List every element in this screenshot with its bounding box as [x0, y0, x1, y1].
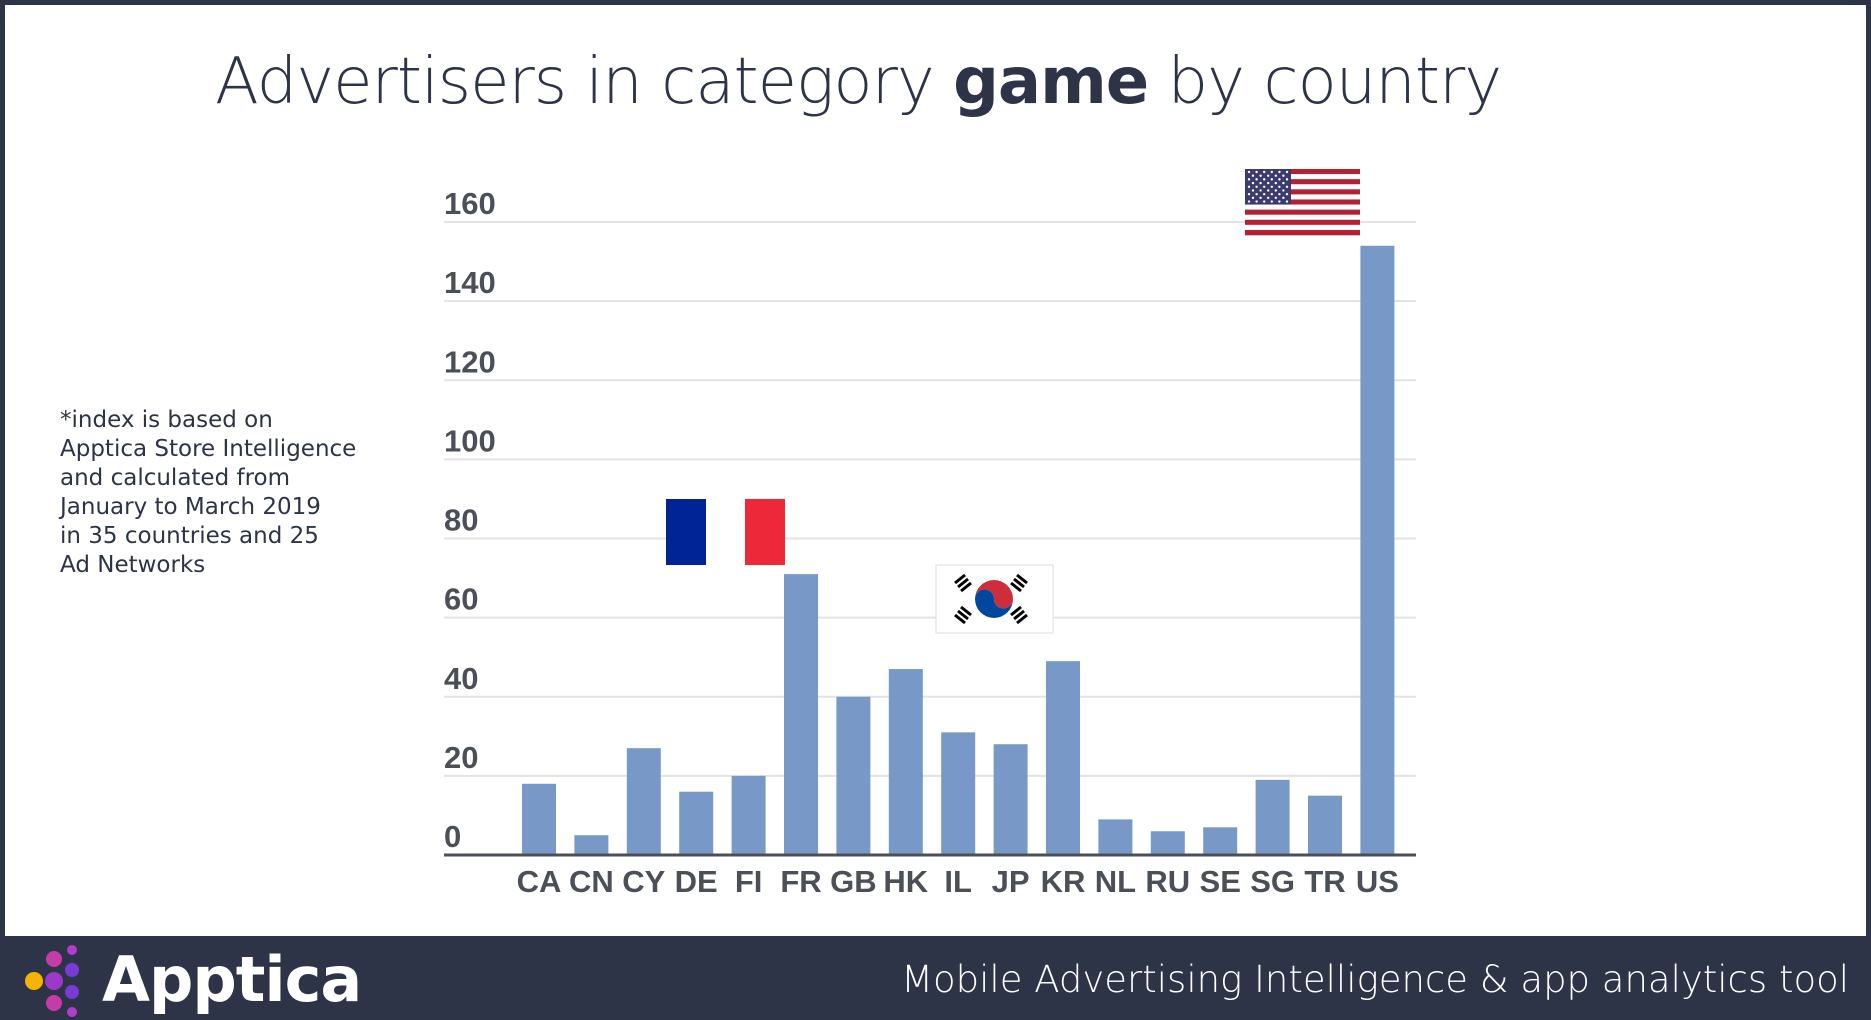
x-tick-label: NL	[1095, 864, 1136, 899]
x-tick-label: KR	[1041, 864, 1086, 899]
y-tick-label: 0	[444, 819, 461, 854]
bar-nl	[1098, 819, 1133, 855]
x-tick-label: IL	[944, 864, 972, 899]
bar-tr	[1308, 795, 1342, 855]
bar-gb	[836, 696, 871, 855]
apptica-logo: Apptica	[20, 938, 380, 1020]
usa-flag-icon	[1245, 169, 1360, 236]
y-tick-label: 100	[444, 423, 496, 458]
chart-panel: Advertisers in category game by country …	[5, 5, 1866, 936]
y-tick-label: 60	[444, 582, 478, 617]
south-korea-flag-icon	[935, 564, 1054, 634]
y-tick-label: 120	[444, 344, 496, 379]
y-tick-label: 40	[444, 661, 478, 696]
bar-kr	[1046, 661, 1080, 855]
x-tick-label: SG	[1250, 864, 1295, 899]
apptica-logo-icon	[25, 945, 79, 1017]
bar-us	[1360, 245, 1395, 856]
bar-il	[941, 732, 976, 855]
x-tick-label: FR	[780, 864, 821, 899]
y-tick-label: 160	[444, 186, 496, 221]
bar-cy	[626, 748, 661, 855]
france-flag-icon	[666, 499, 785, 565]
x-tick-label: TR	[1304, 864, 1345, 899]
x-tick-label: JP	[992, 864, 1030, 899]
x-tick-label: GB	[830, 864, 877, 899]
bar-hk	[888, 669, 923, 855]
bar-fi	[731, 775, 766, 855]
bar-ca	[522, 783, 556, 855]
bars	[522, 245, 1395, 856]
bar-jp	[993, 744, 1028, 855]
footer-tagline: Mobile Advertising Intelligence & app an…	[901, 958, 1849, 1001]
y-tick-label: 140	[444, 265, 496, 300]
bar-se	[1203, 827, 1238, 855]
x-tick-label: CN	[569, 864, 614, 899]
gridlines	[444, 221, 1416, 777]
x-tick-label: DE	[675, 864, 718, 899]
x-tick-label: SE	[1200, 864, 1241, 899]
x-tick-label: HK	[883, 864, 928, 899]
y-tick-label: 20	[444, 740, 478, 775]
bar-cn	[574, 835, 609, 855]
x-tick-label: RU	[1145, 864, 1190, 899]
title-prefix: Advertisers in category	[215, 45, 954, 119]
x-axis-labels: CA CN CY DE FI FR GB HK IL JP KR NL RU SE SG TR US	[517, 864, 1399, 899]
methodology-note: *index is based on Apptica Store Intelli…	[60, 407, 357, 578]
y-axis-ticks: 0 20 40 60 80 100 120 140 160	[444, 186, 496, 854]
bar-chart: 0 20 40 60 80 100 120 140 160 CA CN CY DE FI FR GB HK IL…	[444, 169, 1416, 899]
title-suffix: by country	[1148, 45, 1503, 119]
bar-sg	[1255, 779, 1290, 855]
bar-fr	[784, 574, 818, 855]
x-tick-label: FI	[735, 864, 763, 899]
brand-name: Apptica	[102, 942, 362, 1016]
bar-de	[679, 791, 714, 855]
x-tick-label: CA	[517, 864, 562, 899]
title-bold: game	[953, 45, 1149, 119]
chart-title: Advertisers in category game by country	[215, 45, 1503, 119]
x-tick-label: CY	[622, 864, 665, 899]
x-tick-label: US	[1356, 864, 1399, 899]
y-tick-label: 80	[444, 503, 478, 538]
bar-ru	[1150, 831, 1185, 855]
